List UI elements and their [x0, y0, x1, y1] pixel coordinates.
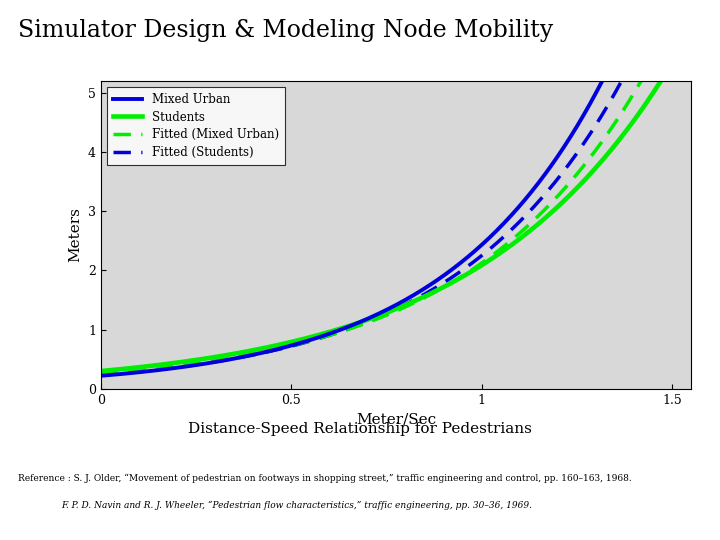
Text: Distance-Speed Relationship for Pedestrians: Distance-Speed Relationship for Pedestri…: [188, 422, 532, 436]
Text: Simulator Design & Modeling Node Mobility: Simulator Design & Modeling Node Mobilit…: [18, 19, 553, 42]
X-axis label: Meter/Sec: Meter/Sec: [356, 412, 436, 426]
Legend: Mixed Urban, Students, Fitted (Mixed Urban), Fitted (Students): Mixed Urban, Students, Fitted (Mixed Urb…: [107, 87, 284, 165]
Y-axis label: Meters: Meters: [68, 207, 82, 262]
Text: Reference : S. J. Older, “Movement of pedestrian on footways in shopping street,: Reference : S. J. Older, “Movement of pe…: [18, 473, 631, 483]
Text: F. P. D. Navin and R. J. Wheeler, “Pedestrian flow characteristics,” traffic eng: F. P. D. Navin and R. J. Wheeler, “Pedes…: [61, 500, 532, 510]
